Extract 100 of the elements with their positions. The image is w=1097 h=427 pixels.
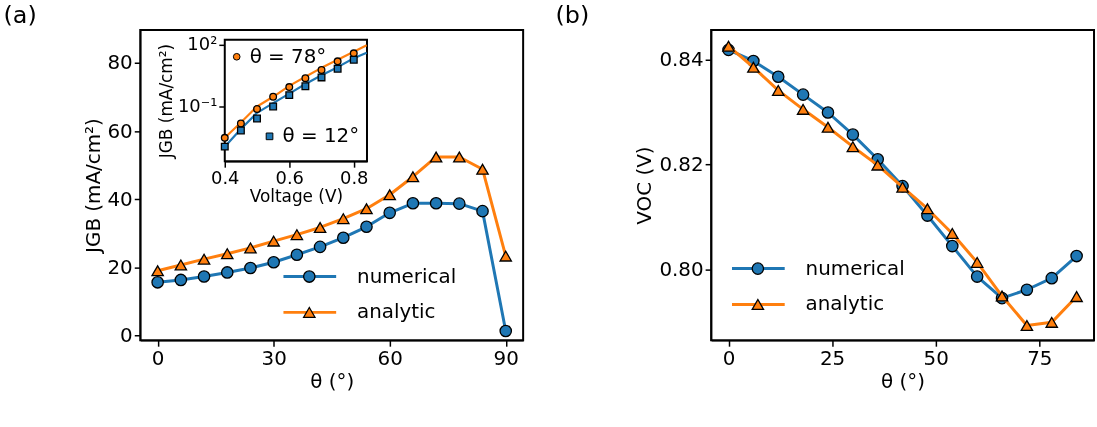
point	[267, 255, 280, 269]
point	[771, 70, 785, 84]
point	[476, 163, 489, 175]
point	[821, 121, 835, 133]
point	[285, 91, 294, 100]
point	[429, 196, 443, 210]
point	[244, 261, 257, 275]
point	[406, 171, 420, 183]
point	[333, 57, 342, 66]
y-tick-label: 80	[107, 51, 133, 75]
point	[945, 239, 959, 253]
chart-title: (b)	[555, 0, 590, 29]
point	[236, 119, 245, 128]
point	[253, 105, 262, 114]
point	[1070, 291, 1083, 303]
y-tick-label: 0.84	[659, 47, 704, 71]
point	[313, 221, 327, 234]
point	[197, 253, 211, 265]
point	[383, 206, 397, 220]
point	[301, 74, 310, 83]
chart-title: (a)	[3, 0, 37, 29]
point	[336, 231, 350, 244]
x-axis-title: θ (°)	[310, 370, 355, 394]
point	[383, 189, 397, 201]
x-tick-label: 0	[151, 346, 165, 370]
x-tick-label: 0	[722, 346, 736, 370]
y-tick-label: 0.82	[659, 153, 704, 177]
point	[1045, 271, 1059, 285]
point	[970, 256, 984, 268]
point	[197, 270, 211, 283]
point	[290, 248, 304, 262]
x-tick-label: 0.4	[211, 166, 240, 188]
y-axis-title: VOC (V)	[633, 146, 657, 225]
legend-label: θ = 78°	[249, 44, 327, 68]
point	[151, 265, 164, 277]
point	[151, 276, 164, 289]
point	[945, 227, 959, 240]
point	[846, 128, 860, 141]
x-tick-label: 60	[377, 346, 403, 370]
legend-label: θ = 12°	[282, 124, 360, 148]
y-tick-label: 20	[107, 255, 133, 279]
point	[429, 151, 443, 163]
point	[220, 248, 234, 260]
point	[269, 102, 278, 111]
point	[499, 250, 513, 262]
legend-label: analytic	[357, 300, 436, 324]
point	[244, 242, 257, 254]
point	[313, 240, 327, 254]
point	[236, 126, 245, 135]
point	[349, 55, 358, 64]
y-tick-label: 60	[107, 119, 133, 143]
point	[476, 204, 489, 218]
x-tick-label: 30	[261, 346, 287, 370]
point	[220, 142, 229, 151]
point	[921, 203, 934, 215]
y-tick-label: 10⁻¹	[177, 94, 218, 116]
x-tick-label: 0.6	[275, 166, 304, 188]
legend-label: analytic	[805, 292, 885, 316]
x-tick-label: 90	[493, 346, 519, 370]
point	[360, 220, 373, 234]
y-tick-label: 10²	[187, 33, 218, 55]
point	[1020, 319, 1034, 332]
y-tick-label: 0	[120, 323, 133, 347]
point	[406, 196, 420, 210]
point	[1020, 283, 1034, 297]
point	[453, 151, 466, 163]
point	[846, 141, 860, 153]
point	[253, 114, 262, 123]
legend-label: numerical	[805, 256, 905, 280]
point	[285, 83, 294, 92]
point	[174, 259, 188, 271]
point	[796, 88, 810, 101]
point	[722, 40, 735, 52]
point	[317, 66, 326, 74]
point	[747, 61, 760, 73]
point	[453, 197, 466, 210]
point	[301, 82, 310, 91]
x-tick-label: 75	[1027, 346, 1053, 370]
x-axis-title: Voltage (V)	[249, 186, 344, 207]
point	[220, 266, 234, 279]
point	[796, 103, 810, 115]
y-axis-title: JGB (mA/cm²)	[155, 43, 176, 160]
point	[336, 213, 350, 225]
x-axis-title: θ (°)	[881, 370, 926, 394]
point	[174, 273, 188, 287]
point	[220, 133, 229, 142]
point	[771, 84, 785, 96]
point	[970, 270, 984, 283]
point	[333, 64, 342, 73]
point	[871, 159, 885, 171]
point	[821, 106, 835, 119]
point	[360, 203, 373, 215]
point	[1070, 249, 1083, 263]
point	[499, 324, 513, 338]
y-tick-label: 40	[107, 187, 133, 211]
point	[290, 229, 304, 241]
y-axis-title: JGB (mA/cm²)	[81, 118, 105, 255]
point	[267, 235, 280, 247]
x-tick-label: 0.8	[340, 166, 369, 188]
point	[1045, 316, 1059, 328]
